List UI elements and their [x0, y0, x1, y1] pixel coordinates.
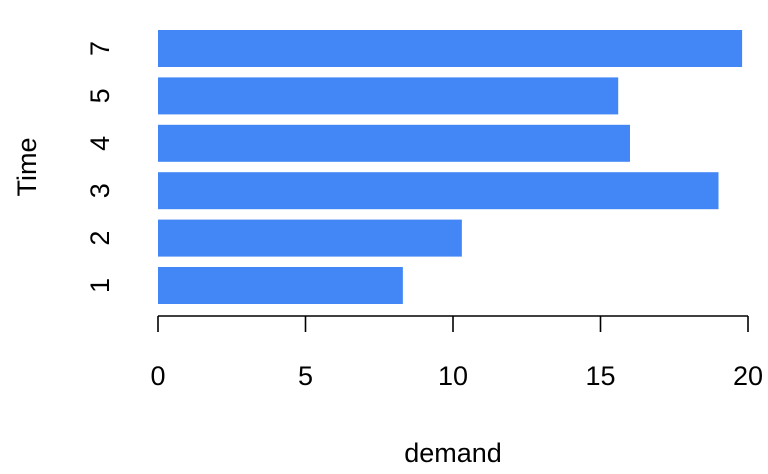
bar-3: [158, 172, 719, 210]
y-tick-label-2: 2: [85, 231, 115, 246]
bars-group: [158, 30, 743, 304]
x-tick-label-15: 15: [585, 361, 615, 391]
bar-2: [158, 219, 462, 257]
x-axis-label: demand: [404, 438, 502, 468]
y-tick-label-3: 3: [85, 183, 115, 198]
x-tick-label-5: 5: [298, 361, 313, 391]
bar-1: [158, 267, 403, 304]
bar-7: [158, 30, 743, 67]
y-tick-label-4: 4: [85, 136, 115, 151]
y-tick-label-1: 1: [85, 278, 115, 293]
y-axis-label: Time: [12, 138, 42, 197]
bar-4: [158, 124, 630, 162]
y-tick-label-7: 7: [85, 41, 115, 56]
x-tick-label-0: 0: [150, 361, 165, 391]
bar-5: [158, 77, 619, 115]
x-tick-label-10: 10: [438, 361, 468, 391]
x-axis: 0 5 10 15 20: [150, 315, 763, 391]
y-tick-labels: 1 2 3 4 5 7: [85, 41, 115, 293]
x-tick-label-20: 20: [733, 361, 763, 391]
y-tick-label-5: 5: [85, 88, 115, 103]
